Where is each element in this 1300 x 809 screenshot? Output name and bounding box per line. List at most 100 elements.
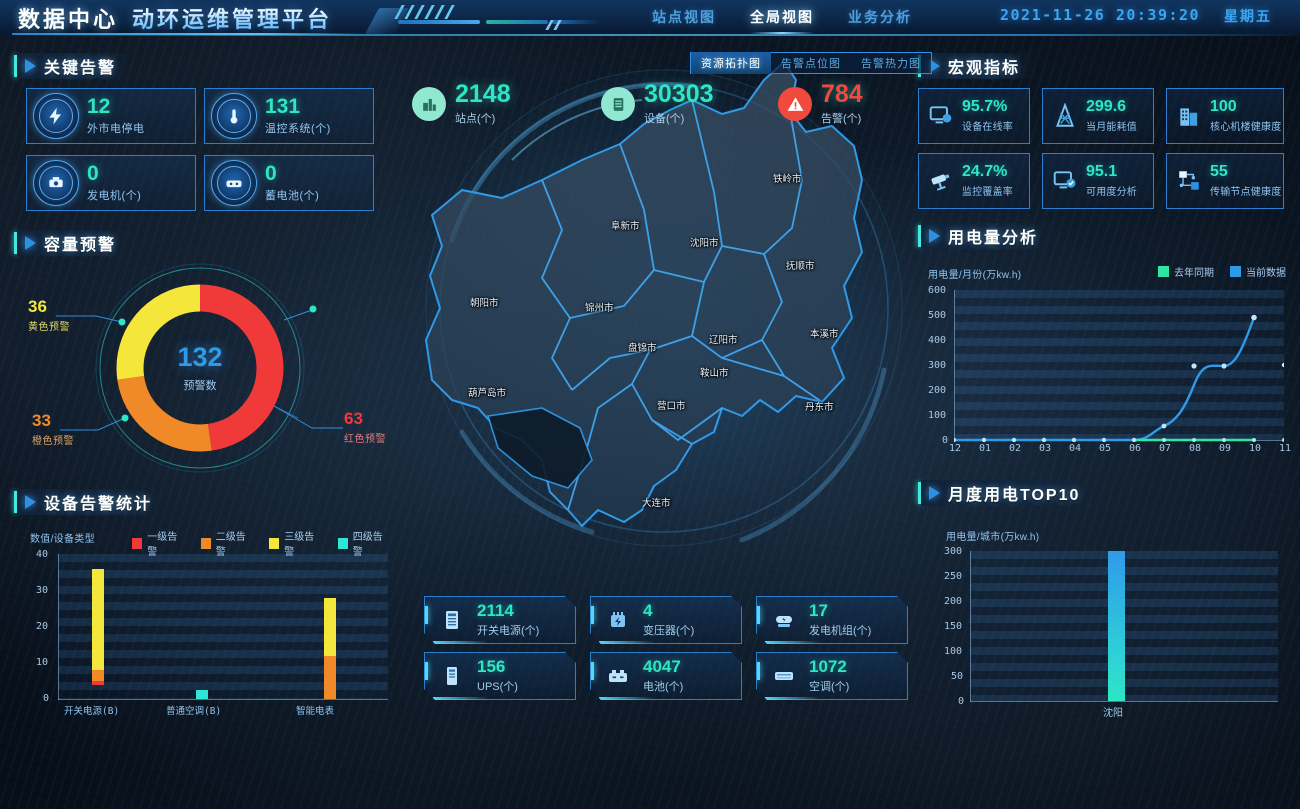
key-alarm-card-storage-battery[interactable]: 0 蓄电池(个) xyxy=(204,155,374,211)
city-label-chaoyang[interactable]: 朝阳市 xyxy=(470,298,499,309)
city-label-dalian[interactable]: 大连市 xyxy=(642,498,671,509)
title-underline xyxy=(12,33,364,35)
city-label-fuxin[interactable]: 阜新市 xyxy=(611,221,640,232)
key-alarm-card-generator[interactable]: 0 发电机(个) xyxy=(26,155,196,211)
device-alarm-ylabel: 数值/设备类型 xyxy=(30,534,95,545)
device-card-air-conditioner[interactable]: 1072 空调(个) xyxy=(756,652,908,700)
macro-card-value: 299.6 xyxy=(1086,98,1127,115)
xtick-05: 05 xyxy=(1099,443,1112,454)
macro-card-transmission-node-health[interactable]: 55 传输节点健康度 xyxy=(1166,153,1284,209)
ups-icon xyxy=(437,661,467,691)
donut-center-label: 预警数 xyxy=(183,380,217,392)
macro-card-core-building-health[interactable]: 100 核心机楼健康度 xyxy=(1166,88,1284,144)
city-label-panjin[interactable]: 盘锦市 xyxy=(628,343,657,354)
monitor-check-icon xyxy=(1050,166,1080,196)
key-alarm-card-power-outage[interactable]: 12 外市电停电 xyxy=(26,88,196,144)
macro-card-label: 当月能耗值 xyxy=(1086,122,1137,133)
battery-bank-icon xyxy=(603,661,633,691)
monthly-top10-bar-chart: 用电量/城市(万kw.h) 300 250 200 150 100 50 0 沈… xyxy=(918,518,1290,719)
device-alarm-y-axis xyxy=(58,554,59,700)
device-card-label: 空调(个) xyxy=(809,681,850,693)
city-label-huludao[interactable]: 葫芦岛市 xyxy=(468,388,507,399)
device-card-generator-set[interactable]: 17 发电机组(个) xyxy=(756,596,908,644)
ytick-600: 600 xyxy=(928,285,947,296)
legend-item-current[interactable]: 当前数据 xyxy=(1230,264,1286,279)
legend-item-last-year[interactable]: 去年同期 xyxy=(1158,264,1214,279)
device-card-switch-power[interactable]: 2114 开关电源(个) xyxy=(424,596,576,644)
city-label-fushun[interactable]: 抚顺市 xyxy=(786,261,815,272)
city-label-jinzhou[interactable]: 锦州市 xyxy=(585,303,614,314)
title-sub: 动环运维管理平台 xyxy=(132,2,332,34)
cctv-icon xyxy=(926,166,956,196)
key-alarm-value: 131 xyxy=(265,95,301,119)
key-alarm-value: 12 xyxy=(87,95,111,119)
monthly-top10-bar-shenyang[interactable] xyxy=(1108,551,1125,701)
header-datetime: 2021-11-26 20:39:20 xyxy=(1000,6,1201,24)
macro-card-availability[interactable]: 95.1 可用度分析 xyxy=(1042,153,1154,209)
ytick-200: 200 xyxy=(928,385,947,396)
donut-value-orange: 33 xyxy=(32,411,51,430)
ytick-10: 10 xyxy=(36,657,49,668)
macro-card-monthly-energy[interactable]: 299.6 当月能耗值 xyxy=(1042,88,1154,144)
xtick-01: 01 xyxy=(979,443,992,454)
donut-name-yellow: 黄色预警 xyxy=(28,322,70,333)
section-title-macro: 宏观指标 xyxy=(948,60,1021,77)
bar-seg-level3 xyxy=(324,597,336,656)
city-label-dandong[interactable]: 丹东市 xyxy=(805,402,834,413)
macro-card-monitor-coverage[interactable]: 24.7% 监控覆盖率 xyxy=(918,153,1030,209)
liaoning-map[interactable]: 铁岭市 阜新市 沈阳市 抚顺市 朝阳市 锦州市 本溪市 辽阳市 盘锦市 鞍山市 … xyxy=(392,40,922,585)
map-tab-alarm-heatmap[interactable]: 告警热力图 xyxy=(861,58,921,70)
map-tab-alarm-points[interactable]: 告警点位图 xyxy=(781,58,841,70)
nav-item-global-view[interactable]: 全局视图 xyxy=(746,3,818,40)
donut-value-yellow: 36 xyxy=(28,297,47,316)
section-accent-bar xyxy=(918,225,921,247)
legend-swatch-level3 xyxy=(269,537,280,549)
nav-item-business-analysis[interactable]: 业务分析 xyxy=(848,9,912,25)
device-card-battery[interactable]: 4047 电池(个) xyxy=(590,652,742,700)
legend-item-level1[interactable]: 一级告警 xyxy=(132,528,185,558)
nav-item-site-view[interactable]: 站点视图 xyxy=(652,9,716,25)
legend-item-level2[interactable]: 二级告警 xyxy=(200,528,254,558)
bar-group-1[interactable] xyxy=(92,568,104,685)
macro-card-value: 100 xyxy=(1210,98,1237,115)
device-card-transformer[interactable]: 4 变压器(个) xyxy=(590,596,742,644)
device-card-label: 变压器(个) xyxy=(643,625,695,637)
city-label-yingkou[interactable]: 营口市 xyxy=(657,401,686,412)
xtick-02: 02 xyxy=(1009,443,1022,454)
section-header-capacity-warning: 容量预警 xyxy=(14,230,135,256)
bar-group-2[interactable] xyxy=(196,690,208,699)
power-analysis-series-svg xyxy=(954,314,1284,442)
donut-label-orange: 33 橙色预警 xyxy=(32,412,74,447)
xtick-12: 12 xyxy=(949,443,962,454)
node-network-icon xyxy=(1174,166,1204,196)
map-view-tabs: 资源拓扑图 告警点位图 告警热力图 xyxy=(690,52,932,74)
energy-tower-icon xyxy=(1050,101,1080,131)
map-tab-resource-topology[interactable]: 资源拓扑图 xyxy=(691,52,771,74)
city-label-anshan[interactable]: 鞍山市 xyxy=(700,368,729,379)
top-stat-stations[interactable]: 2148 站点(个) xyxy=(412,82,511,126)
ytick-30: 30 xyxy=(36,585,49,596)
section-title-monthly-top10: 月度用电TOP10 xyxy=(948,487,1081,504)
donut-label-red: 63 红色预警 xyxy=(344,410,386,445)
device-card-ups[interactable]: 156 UPS(个) xyxy=(424,652,576,700)
city-label-shenyang[interactable]: 沈阳市 xyxy=(690,238,719,249)
city-label-benxi[interactable]: 本溪市 xyxy=(810,329,839,340)
bar-group-3[interactable] xyxy=(324,597,336,699)
top-stat-devices[interactable]: 30303 设备(个) xyxy=(601,82,714,126)
key-alarm-card-temperature-control[interactable]: 131 温控系统(个) xyxy=(204,88,374,144)
header-weekday: 星期五 xyxy=(1224,8,1272,24)
ytick-40: 40 xyxy=(36,549,49,560)
macro-card-device-online-rate[interactable]: 95.7% 设备在线率 xyxy=(918,88,1030,144)
monthly-top10-x-axis xyxy=(970,701,1278,702)
donut-value-red: 63 xyxy=(344,409,363,428)
device-card-label: UPS(个) xyxy=(477,681,518,693)
xtick-normal-ac: 普通空调(B) xyxy=(166,706,222,717)
top-stat-alarms[interactable]: 784 告警(个) xyxy=(778,82,863,126)
city-label-liaoyang[interactable]: 辽阳市 xyxy=(709,335,738,346)
macro-card-label: 设备在线率 xyxy=(962,122,1013,133)
legend-item-level3[interactable]: 三级告警 xyxy=(269,528,322,558)
device-card-label: 发电机组(个) xyxy=(809,625,872,637)
legend-item-level4[interactable]: 四级告警 xyxy=(337,528,391,558)
city-label-tieling[interactable]: 铁岭市 xyxy=(773,174,802,185)
ytick-50: 50 xyxy=(951,671,964,682)
